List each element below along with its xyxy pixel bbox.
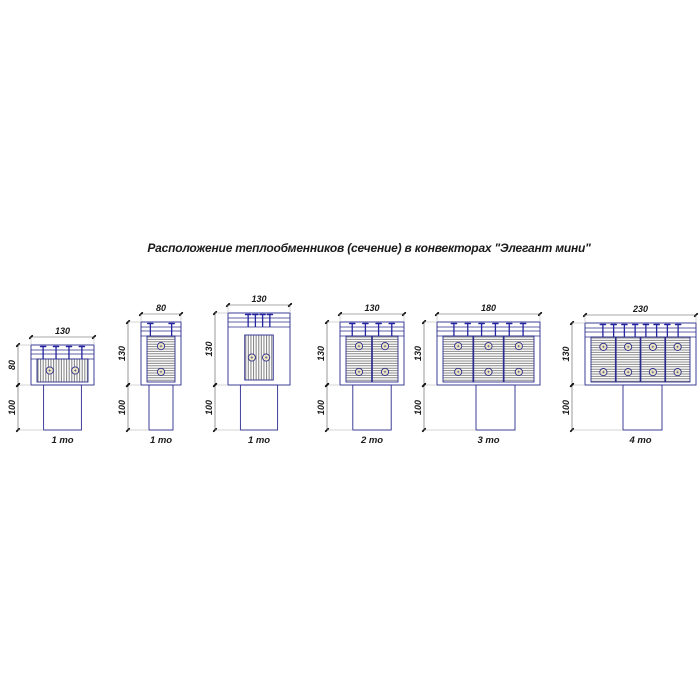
svg-text:100: 100 xyxy=(204,400,214,415)
svg-text:130: 130 xyxy=(364,303,379,313)
svg-text:80: 80 xyxy=(7,360,17,370)
svg-text:230: 230 xyxy=(632,304,648,314)
svg-text:Расположение теплообменников (: Расположение теплообменников (сечение) в… xyxy=(147,241,591,255)
svg-text:130: 130 xyxy=(117,346,127,361)
svg-text:100: 100 xyxy=(316,400,326,415)
svg-text:130: 130 xyxy=(204,341,214,356)
svg-text:130: 130 xyxy=(413,346,423,361)
svg-text:2 то: 2 то xyxy=(360,435,383,446)
svg-text:130: 130 xyxy=(251,294,266,304)
svg-text:130: 130 xyxy=(316,346,326,361)
svg-text:1 то: 1 то xyxy=(150,435,172,446)
svg-text:3 то: 3 то xyxy=(477,435,499,446)
svg-text:1 то: 1 то xyxy=(51,435,73,446)
svg-text:130: 130 xyxy=(55,326,70,336)
svg-text:180: 180 xyxy=(481,303,496,313)
svg-text:4 то: 4 то xyxy=(628,435,651,446)
svg-text:100: 100 xyxy=(117,400,127,415)
svg-text:130: 130 xyxy=(561,346,571,361)
svg-text:100: 100 xyxy=(561,400,571,415)
svg-text:80: 80 xyxy=(156,303,166,313)
svg-text:1 то: 1 то xyxy=(248,435,270,446)
svg-text:100: 100 xyxy=(7,400,17,415)
svg-text:100: 100 xyxy=(413,400,423,415)
